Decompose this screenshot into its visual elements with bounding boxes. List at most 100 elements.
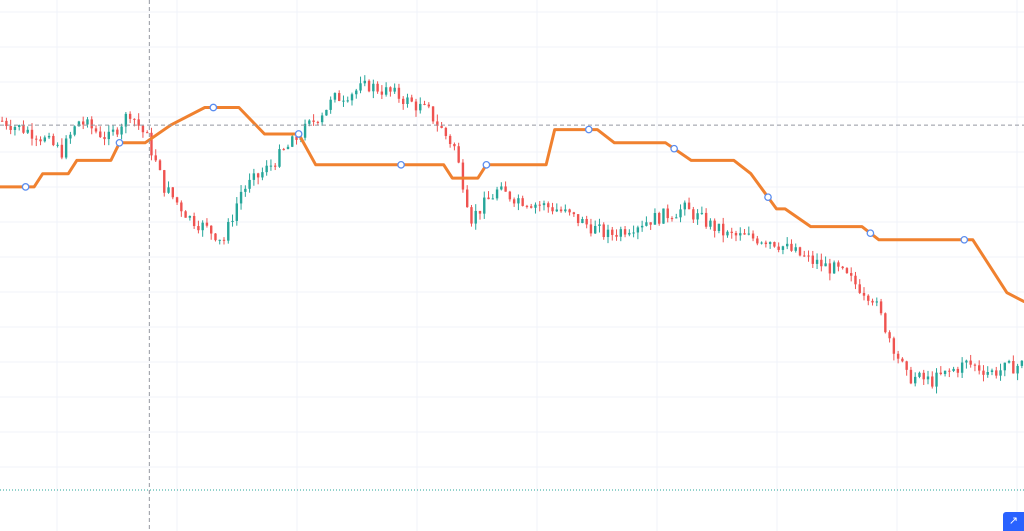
indicator-marker <box>397 160 405 169</box>
candle-down <box>448 135 452 145</box>
candle-up <box>999 370 1002 376</box>
candle-down <box>103 137 106 140</box>
candle-down <box>427 104 430 107</box>
candle-down <box>60 144 64 158</box>
candle-up <box>815 259 819 264</box>
candle-down <box>670 218 674 220</box>
candle-down <box>687 202 691 210</box>
candle-up <box>700 212 704 214</box>
candle-up <box>628 232 631 235</box>
candle-up <box>581 218 584 224</box>
candle-down <box>39 139 42 142</box>
candle-up <box>350 94 354 101</box>
candle-down <box>256 173 260 178</box>
candle-down <box>692 209 695 220</box>
indicator-marker <box>764 193 772 202</box>
arrow-icon: ↗ <box>1008 515 1019 527</box>
candle-up <box>359 83 362 91</box>
candle-down <box>171 187 174 198</box>
indicator-marker <box>209 103 218 112</box>
candle-down <box>163 170 166 193</box>
candle-down <box>282 149 285 151</box>
candle-down <box>461 162 465 190</box>
candle-up <box>235 203 238 221</box>
candle-down <box>896 353 900 359</box>
candle-down <box>316 121 320 123</box>
candle-up <box>986 372 989 375</box>
candle-down <box>978 365 981 371</box>
candle-down <box>969 360 972 365</box>
candle-up <box>606 229 610 238</box>
candle-down <box>487 197 490 200</box>
candle-up <box>13 126 17 130</box>
candle-down <box>905 361 908 370</box>
candle-up <box>384 87 388 95</box>
candle-up <box>227 221 230 241</box>
candle-up <box>47 135 51 138</box>
candle-up <box>918 372 921 377</box>
candle-down <box>803 255 806 257</box>
candle-down <box>9 126 12 130</box>
candle-down <box>180 202 183 212</box>
candle-down <box>773 242 776 247</box>
candle-down <box>862 292 866 296</box>
candle-down <box>512 199 516 204</box>
candle-down <box>956 368 960 373</box>
candle-up <box>500 186 503 190</box>
candle-up <box>291 136 294 147</box>
candle-down <box>602 224 605 238</box>
indicator-marker <box>584 125 593 134</box>
candle-down <box>790 243 793 251</box>
candle-down <box>559 209 563 212</box>
candle-down <box>146 132 149 134</box>
candle-down <box>888 332 891 339</box>
candle-up <box>43 137 46 142</box>
candle-down <box>538 204 541 206</box>
candle-up <box>244 188 247 192</box>
candle-up <box>56 144 59 146</box>
candle-down <box>440 125 443 128</box>
candle-down <box>99 131 102 138</box>
candle-up <box>1003 362 1006 371</box>
candle-up <box>564 209 567 212</box>
candle-up <box>265 165 268 173</box>
candle-down <box>973 364 977 366</box>
candle-up <box>914 376 917 384</box>
candle-down <box>649 222 652 225</box>
indicator-marker <box>960 235 969 244</box>
candle-down <box>871 300 874 303</box>
candle-down <box>508 191 512 200</box>
candle-down <box>751 233 755 239</box>
candle-down <box>734 232 738 236</box>
candle-down <box>879 301 883 314</box>
candle-down <box>82 121 85 125</box>
candle-up <box>781 246 785 250</box>
candle-down <box>436 121 439 126</box>
candle-up <box>824 263 827 267</box>
candle-up <box>342 100 345 102</box>
candle-down <box>845 268 849 274</box>
candle-down <box>397 87 401 99</box>
candle-up <box>325 109 328 116</box>
candle-up <box>26 129 29 133</box>
indicator-marker <box>21 183 30 191</box>
candle-down <box>389 87 392 92</box>
candle-up <box>419 103 422 111</box>
candle-up <box>619 229 622 237</box>
candle-up <box>286 146 290 150</box>
candle-up <box>64 138 68 158</box>
candle-down <box>777 246 780 250</box>
candle-down <box>850 273 853 276</box>
candle-down <box>457 146 460 163</box>
candles <box>0 75 1024 394</box>
candle-down <box>713 220 716 231</box>
scroll-to-realtime-button[interactable]: ↗ <box>1003 512 1024 531</box>
candle-down <box>807 255 810 257</box>
candle-down <box>453 144 456 147</box>
candle-down <box>525 205 529 207</box>
candle-up <box>675 217 678 219</box>
candle-up <box>636 227 640 233</box>
